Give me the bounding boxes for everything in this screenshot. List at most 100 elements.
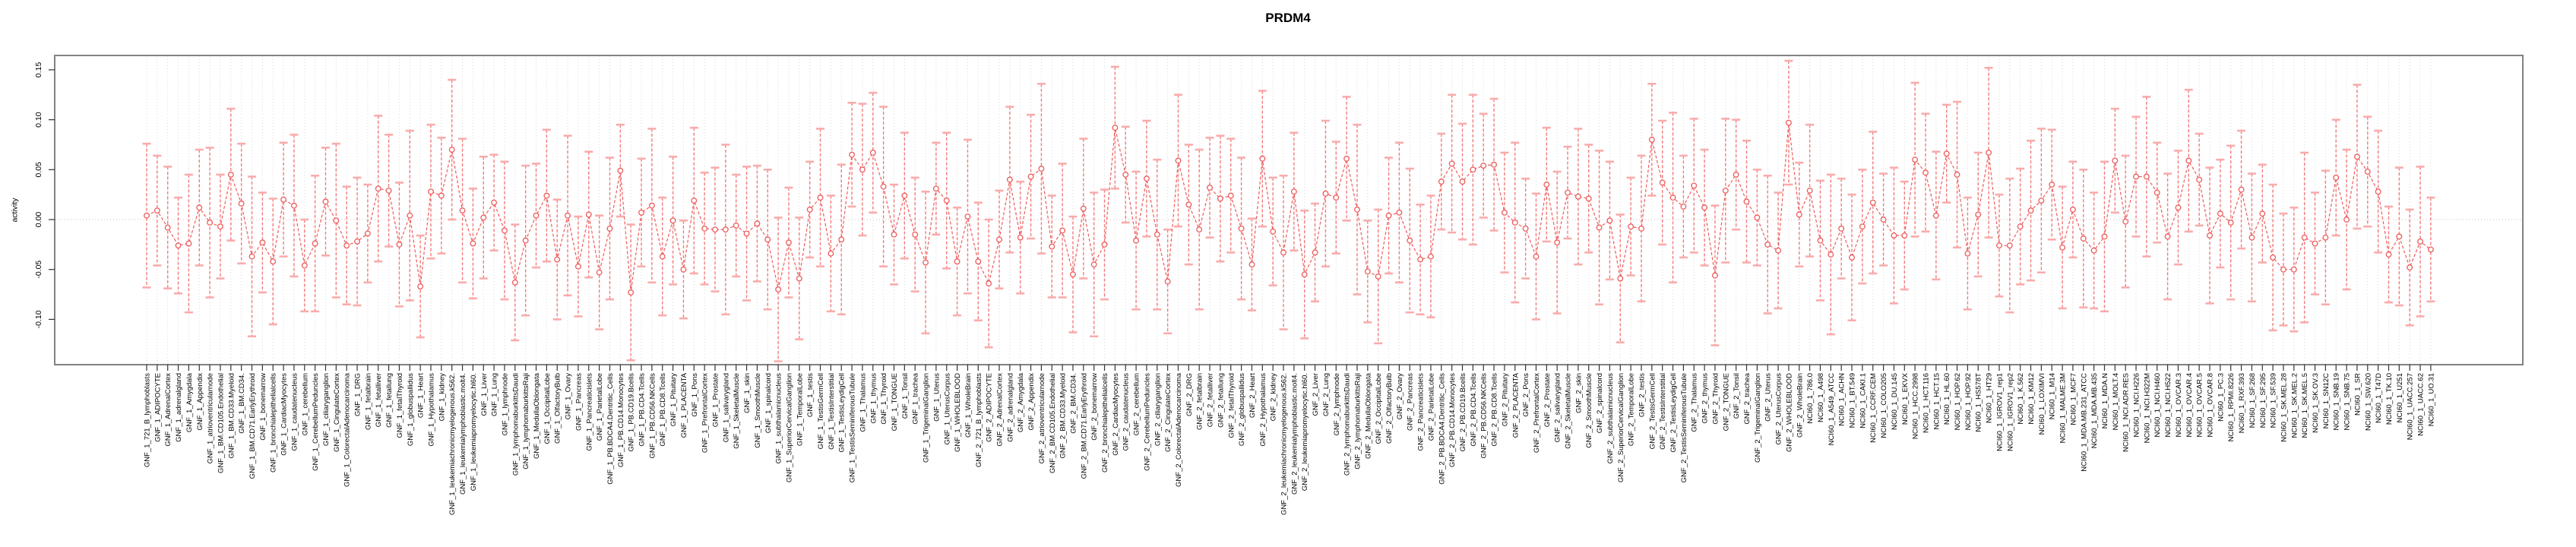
data-point — [1785, 119, 1792, 126]
data-point — [480, 214, 487, 221]
x-tick-label: GNF_1_Prostate — [712, 373, 720, 427]
data-point — [2259, 210, 2266, 217]
data-point — [891, 231, 897, 238]
data-point — [1290, 188, 1297, 195]
data-point — [1722, 187, 1729, 194]
data-point — [828, 250, 834, 257]
data-point — [1227, 192, 1234, 199]
data-point — [1711, 272, 1718, 279]
x-tick-label: GNF_1_salivarygland — [722, 373, 730, 442]
data-point — [153, 207, 160, 214]
x-tick-label: NCI60_1_MOLT.4 — [2112, 373, 2120, 430]
data-point — [880, 183, 887, 190]
data-point — [459, 207, 466, 214]
data-point — [1606, 217, 1613, 224]
x-tick-label: GNF_2_bronchialepithelialcells — [1101, 373, 1109, 473]
x-tick-label: GNF_1_thymus — [869, 373, 878, 424]
data-point — [1480, 163, 1487, 169]
x-tick-label: GNF_1_Ovary — [565, 373, 573, 419]
data-point — [2080, 236, 2087, 242]
x-tick-label: GNF_1_MedullaOblongata — [533, 372, 541, 459]
data-point — [1638, 225, 1644, 232]
data-point — [2290, 266, 2297, 273]
data-point — [396, 241, 403, 248]
data-point — [1027, 173, 1034, 180]
x-tick-label: GNF_2_Liver — [1312, 373, 1320, 416]
x-tick-label: GNF_2_TemporalLobe — [1628, 373, 1636, 446]
data-point — [533, 212, 540, 219]
data-point — [1438, 179, 1445, 185]
x-tick-label: NCI60_1_HOP.62 — [1954, 373, 1962, 430]
x-tick-label: NCI60_1_OVCAR.3 — [2175, 373, 2183, 437]
data-point — [817, 194, 824, 201]
data-point — [1533, 253, 1540, 260]
x-tick-label: NCI60_1_SN12C — [2322, 373, 2331, 429]
data-point — [196, 204, 203, 211]
data-point — [849, 151, 856, 158]
data-point — [1017, 234, 1024, 241]
data-point — [1196, 226, 1203, 233]
x-tick-label: GNF_2_Uterus — [1764, 373, 1773, 422]
data-point — [522, 237, 529, 244]
data-point — [428, 188, 434, 195]
data-point — [1954, 171, 1960, 178]
x-tick-label: NCI60_1_KM12 — [2027, 373, 2036, 425]
data-point — [901, 192, 908, 199]
x-tick-label: GNF_1_TrigeminalGanglion — [922, 373, 931, 463]
x-tick-label: GNF_2_Thyroid — [1711, 373, 1720, 425]
data-point — [1154, 231, 1160, 238]
data-point — [1207, 185, 1214, 191]
data-point — [470, 240, 476, 247]
x-tick-label: NCI60_1_OVCAR.8 — [2206, 373, 2214, 437]
data-point — [1869, 199, 1876, 206]
x-tick-label: GNF_1_BM.CD105.Endothelial — [217, 373, 225, 473]
x-tick-label: GNF_2_SmoothMuscle — [1585, 373, 1593, 448]
x-tick-label: GNF_1_WHOLEBLOOD — [954, 373, 962, 452]
x-tick-label: GNF_2_BM.CD71.EarlyErythroid — [1080, 373, 1088, 479]
data-point — [2227, 219, 2234, 226]
data-point — [1238, 225, 1245, 232]
x-tick-label: GNF_2_Hypothalamus — [1259, 373, 1267, 447]
x-tick-label: GNF_2_DRG — [1185, 373, 1194, 416]
x-tick-label: NCI60_1_BT.549 — [1849, 373, 1857, 428]
data-point — [543, 192, 550, 199]
x-tick-label: GNF_2_leukemiapromyelocytic.hl60. — [1301, 373, 1309, 491]
data-point — [2301, 234, 2308, 241]
y-tick-label: 0.10 — [34, 112, 43, 128]
data-point — [1491, 161, 1498, 168]
x-tick-label: GNF_1_skin — [743, 373, 752, 413]
data-point — [2385, 251, 2392, 258]
x-tick-label: GNF_2_TestisLeydigCell — [1669, 373, 1678, 453]
x-tick-label: NCI60_1_SF.539 — [2270, 373, 2278, 428]
x-tick-label: NCI60_1_ACHN — [1838, 373, 1847, 426]
data-point — [354, 238, 360, 245]
data-point — [2196, 176, 2203, 183]
data-point — [2343, 217, 2350, 223]
data-point — [964, 213, 971, 220]
data-point — [1175, 157, 1182, 164]
x-tick-label: GNF_2_trachea — [1743, 372, 1752, 424]
x-tick-label: GNF_1_CardiacMyocytes — [280, 373, 289, 456]
y-tick-label: -0.10 — [34, 310, 43, 328]
data-point — [502, 227, 508, 234]
data-point — [680, 266, 687, 273]
x-tick-label: GNF_1_fetalliver — [375, 373, 383, 427]
x-tick-label: GNF_2_fetalThyroid — [1227, 373, 1236, 438]
data-point — [1648, 136, 1655, 143]
data-point — [2122, 218, 2129, 225]
data-point — [1301, 271, 1308, 278]
x-tick-label: GNF_2_ciliaryganglion — [1154, 373, 1162, 446]
x-tick-label: GNF_2_ADIPOCYTE — [986, 373, 994, 442]
x-tick-label: GNF_1_subthalamicnucleus — [775, 373, 783, 464]
x-tick-label: GNF_2_Prostate — [1543, 373, 1552, 427]
x-tick-label: NCI60_1_COLO205 — [1880, 373, 1888, 438]
data-point — [1859, 223, 1866, 230]
x-tick-label: GNF_1_SmoothMuscle — [754, 373, 762, 448]
data-point — [786, 239, 792, 246]
data-point — [869, 150, 876, 156]
data-point — [1501, 209, 1508, 216]
data-point — [1038, 166, 1045, 172]
data-point — [691, 198, 698, 204]
x-tick-label: NCI60_1_HS578T — [1975, 373, 1983, 432]
x-tick-label: NCI60_1_LOXIMVI — [2038, 373, 2046, 435]
